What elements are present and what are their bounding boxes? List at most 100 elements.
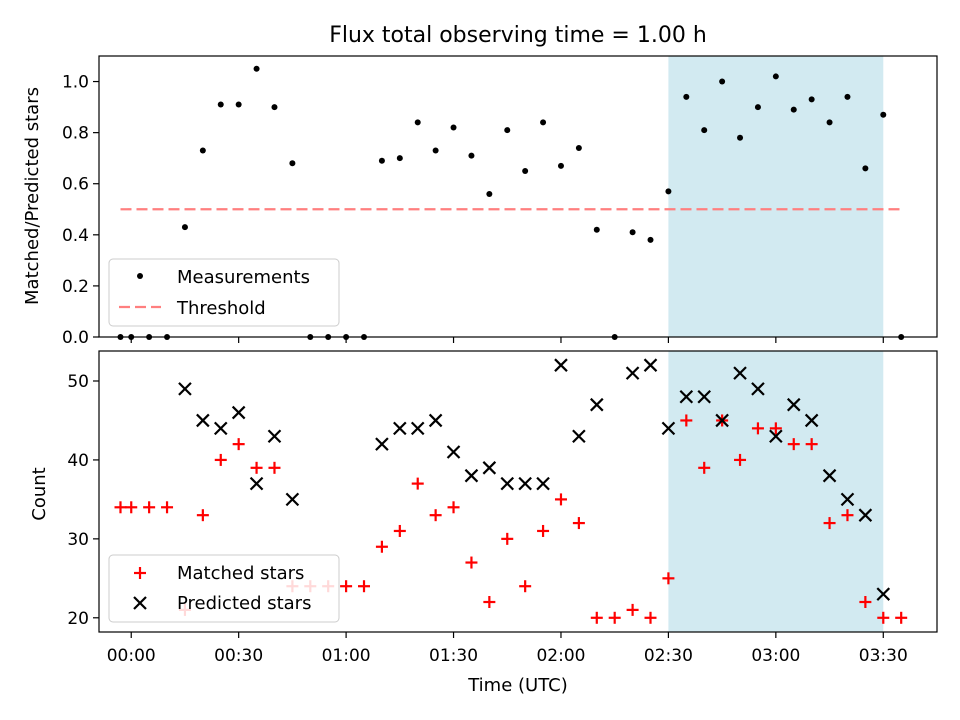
y-tick-label: 0.0	[62, 328, 89, 348]
predicted-star-point	[231, 405, 246, 420]
ratio-plot-frame	[98, 55, 938, 338]
measurement-point	[396, 155, 403, 162]
measurement-point	[289, 160, 296, 167]
predicted-star-point	[822, 468, 837, 483]
matched-star-point	[626, 603, 639, 616]
measurement-point	[432, 147, 439, 154]
y-tick-label: 0.2	[62, 277, 89, 297]
ratio-panel: 0.0 0.2 0.4 0.6 0.8 1.0 Matched/Predicted sta…	[22, 55, 938, 348]
measurement-point	[504, 127, 511, 134]
ratio-shaded-region	[668, 56, 884, 337]
matched-star-point	[375, 540, 388, 553]
measurement-point	[181, 224, 188, 231]
matched-star-point	[161, 501, 174, 514]
legend-predicted-marker	[133, 596, 147, 610]
measurement-point	[593, 226, 600, 233]
matched-star-point	[751, 422, 764, 435]
matched-star-point	[196, 509, 209, 522]
measurement-point	[271, 104, 278, 111]
legend-measurements-marker	[137, 273, 143, 279]
x-tick-label: 01:30	[429, 646, 478, 666]
matched-star-point	[698, 461, 711, 474]
predicted-star-point	[500, 476, 515, 491]
matched-star-point	[268, 461, 281, 474]
measurement-point	[522, 167, 529, 174]
predicted-star-point	[840, 492, 855, 507]
measurement-point	[486, 190, 493, 197]
y-tick-label: 30	[67, 530, 89, 550]
predicted-star-point	[590, 397, 604, 412]
predicted-star-point	[178, 382, 192, 396]
predicted-star-point	[464, 468, 479, 483]
predicted-star-point	[769, 429, 783, 444]
matched-star-point	[805, 438, 818, 451]
count-legend: Matched stars Predicted stars	[108, 554, 340, 623]
predicted-star-point	[213, 421, 228, 436]
predicted-star-point	[679, 390, 694, 404]
predicted-star-point	[661, 421, 676, 436]
predicted-star-point	[625, 366, 640, 380]
matched-star-point	[537, 524, 550, 537]
measurement-point	[199, 147, 206, 154]
y-tick-label: 20	[67, 609, 89, 629]
count-y-axis-label: Count	[29, 467, 50, 520]
matched-star-point	[340, 580, 353, 593]
x-tick-label: 01:00	[322, 646, 371, 666]
matched-star-point	[787, 438, 800, 451]
ratio-axis-ticks: 0.0 0.2 0.4 0.6 0.8 1.0	[62, 73, 884, 348]
x-tick-label: 02:30	[644, 646, 693, 666]
matched-star-point	[519, 580, 532, 593]
predicted-star-point	[267, 429, 282, 444]
predicted-star-point	[536, 476, 550, 491]
matched-star-point	[590, 611, 603, 624]
predicted-star-point	[518, 476, 532, 491]
x-tick-label: 02:00	[536, 646, 585, 666]
matched-star-point	[769, 422, 782, 435]
predicted-star-point	[876, 587, 891, 601]
measurement-point	[235, 101, 242, 108]
matched-star-point	[734, 453, 747, 466]
measurement-point	[808, 96, 815, 103]
predicted-star-point	[249, 476, 264, 491]
measurement-point	[575, 144, 582, 151]
matched-star-point	[250, 461, 263, 474]
measurement-point	[719, 78, 726, 85]
matched-star-point	[501, 532, 514, 545]
predicted-star-point	[196, 413, 210, 428]
predicted-star-point	[572, 429, 586, 444]
matched-star-point	[232, 438, 245, 451]
matched-star-point	[143, 501, 156, 514]
matched-star-point	[877, 611, 890, 624]
measurement-point	[557, 162, 564, 169]
measurement-point	[844, 93, 851, 100]
matched-star-point	[214, 453, 227, 466]
matched-star-point	[465, 556, 478, 569]
predicted-star-point	[375, 437, 389, 451]
matched-star-point	[125, 501, 138, 514]
matched-star-point	[393, 524, 406, 537]
matched-star-point	[841, 509, 854, 522]
y-tick-label: 0.8	[62, 124, 89, 144]
predicted-star-point	[393, 421, 407, 436]
count-plot-frame	[98, 350, 938, 633]
ratio-legend: Measurements Threshold	[108, 258, 340, 327]
measurement-point	[450, 124, 457, 131]
measurement-point	[701, 127, 708, 134]
measurement-point	[647, 236, 654, 243]
measurement-point	[629, 229, 636, 236]
matched-star-point	[411, 477, 424, 490]
y-tick-label: 50	[67, 372, 89, 392]
predicted-star-point	[804, 413, 819, 428]
predicted-star-point	[428, 413, 443, 428]
ratio-y-axis-label: Matched/Predicted stars	[22, 87, 43, 305]
predicted-star-point	[697, 390, 712, 404]
count-panel: 20 30 40 50 00:00 00:30 01:00 01:30 02:00 02:30 03…	[29, 350, 938, 696]
count-axis-ticks: 20 30 40 50 00:00 00:30 01:00 01:30 02:00 02:30 03…	[67, 372, 907, 666]
matched-star-point	[680, 414, 693, 427]
matched-star-point	[114, 501, 127, 514]
matched-star-point	[572, 517, 585, 530]
legend-threshold-label: Threshold	[176, 298, 266, 319]
matched-star-point	[859, 596, 872, 609]
measurement-point	[737, 134, 744, 141]
